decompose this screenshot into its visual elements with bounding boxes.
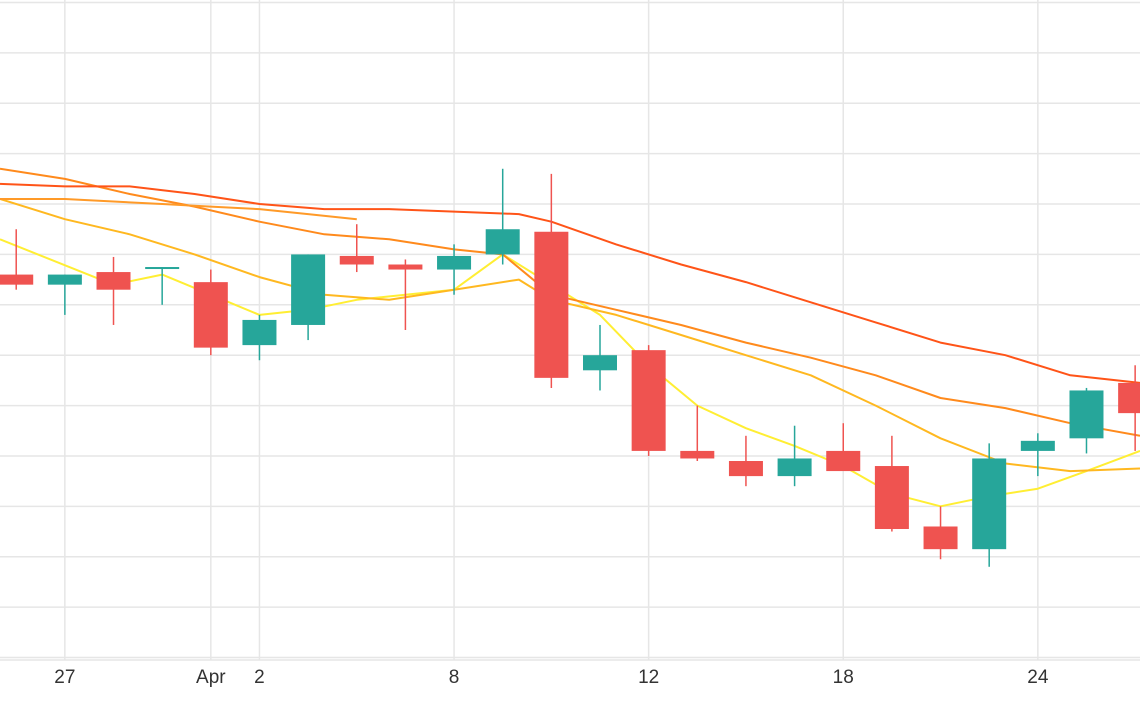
candle — [534, 173, 569, 388]
candle-body — [193, 282, 228, 348]
candle — [0, 229, 34, 290]
candle — [47, 274, 82, 315]
candle — [1118, 365, 1140, 451]
candle — [388, 259, 423, 330]
candle-body — [242, 319, 277, 346]
x-tick-label: 24 — [1027, 667, 1049, 688]
candle-body — [0, 274, 34, 285]
candle-body — [145, 267, 180, 270]
moving-average-line — [0, 198, 1140, 473]
candle — [972, 443, 1007, 567]
candle-body — [777, 458, 812, 477]
candle-body — [96, 272, 131, 290]
moving-average-line — [0, 182, 1140, 384]
candle — [874, 435, 909, 532]
candle — [583, 324, 617, 391]
candle — [923, 506, 958, 560]
candle-body — [1118, 382, 1140, 414]
moving-average-line — [0, 238, 1140, 508]
candle-body — [728, 460, 763, 477]
candle-body — [1020, 440, 1055, 451]
x-tick-label: 8 — [449, 667, 460, 688]
candle — [1020, 433, 1055, 477]
candle-body — [680, 450, 715, 459]
candle — [631, 345, 666, 456]
candle — [777, 425, 812, 487]
x-tick-label: 18 — [833, 667, 854, 688]
candle-body — [923, 526, 958, 550]
candle — [96, 256, 131, 325]
candle-body — [339, 255, 374, 265]
candle — [680, 405, 715, 461]
candle — [728, 435, 763, 487]
candle-body — [972, 458, 1007, 550]
candle-body — [534, 231, 569, 378]
candle — [1069, 387, 1104, 454]
x-tick-label: 12 — [638, 667, 659, 688]
candle — [242, 314, 277, 361]
candle — [339, 224, 374, 273]
candle — [291, 254, 326, 341]
candle-body — [437, 255, 472, 270]
candle-body — [291, 254, 326, 325]
x-tick-label: 2 — [254, 667, 265, 688]
candle — [485, 168, 520, 265]
candle-body — [1069, 390, 1104, 439]
candle-body — [631, 350, 666, 451]
x-tick-label: Apr — [196, 667, 226, 688]
moving-average-line — [0, 198, 357, 221]
candle-body — [874, 466, 909, 530]
x-axis-tick-labels: 27 Apr 2 8 12 18 24 — [54, 667, 1049, 688]
candle — [437, 244, 472, 295]
candle — [193, 269, 228, 356]
candle-body — [388, 264, 423, 270]
candle-body — [485, 229, 520, 255]
moving-average-line — [0, 167, 1140, 437]
candle-body — [583, 355, 617, 371]
candles — [0, 168, 1140, 567]
candle-body — [826, 450, 861, 472]
candle — [145, 267, 180, 305]
x-tick-label: 27 — [54, 667, 75, 688]
chart-grid — [0, 0, 1140, 661]
candle-body — [47, 274, 82, 285]
candle — [826, 423, 861, 472]
